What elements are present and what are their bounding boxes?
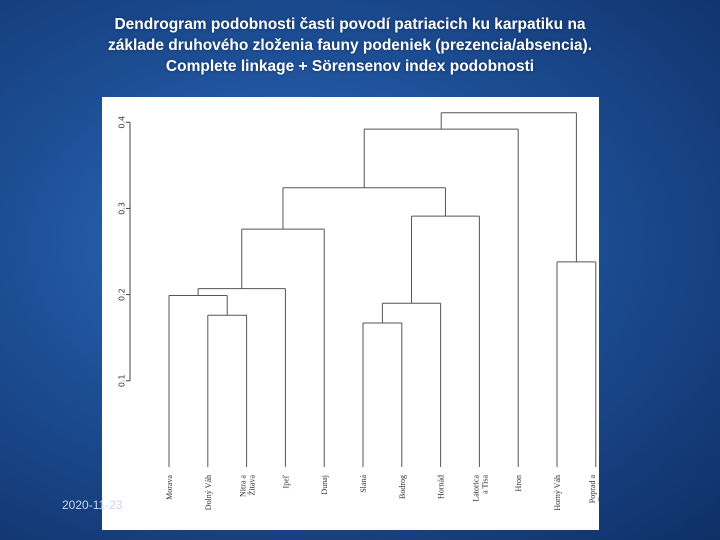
- leaf-label-0-line-0: Morava: [165, 475, 174, 500]
- y-tick-label-3: 0.4: [118, 116, 127, 129]
- dendrogram-chart: 0.1 0.2 0.3 0.4 Morava Dolný Váh Nitra aŽitava…: [102, 97, 599, 530]
- title-line-1: Dendrogram podobnosti časti povodí patri…: [114, 16, 586, 33]
- leaf-label-5-line-0: Slaná: [359, 475, 368, 493]
- leaf-label-11-line-1: Dunajec: [597, 475, 599, 502]
- title-line-3: Complete linkage + Sörensenov index podo…: [165, 58, 535, 75]
- leaf-label-2-line-1: Žitava: [247, 475, 257, 496]
- y-tick-label-2: 0.3: [118, 202, 127, 215]
- leaf-label-7-line-0: Hornád: [437, 475, 446, 499]
- leaf-label-3: Ipeľ: [281, 474, 290, 488]
- leaf-label-0: Morava: [165, 475, 174, 500]
- leaf-label-10: Horný Váh: [553, 475, 562, 511]
- leaf-label-11-line-0: Poprad a: [588, 475, 597, 504]
- leaf-label-2: Nitra aŽitava: [239, 475, 257, 497]
- leaf-label-6-line-0: Bodrog: [398, 475, 407, 499]
- y-tick-label-0: 0.1: [118, 374, 127, 387]
- leaf-label-2-line-0: Nitra a: [239, 475, 248, 497]
- y-tick-label-1: 0.2: [118, 288, 127, 301]
- leaf-label-11: Poprad aDunajec: [588, 475, 599, 504]
- leaf-label-3-line-0: Ipeľ: [281, 474, 290, 488]
- leaf-label-9: Hron: [514, 475, 523, 491]
- leaf-label-9-line-0: Hron: [514, 475, 523, 491]
- leaf-label-7: Hornád: [437, 475, 446, 499]
- leaf-label-10-line-0: Horný Váh: [553, 475, 562, 511]
- leaf-label-8: Latoricaa Tisa: [471, 475, 489, 502]
- leaf-label-5: Slaná: [359, 475, 368, 493]
- leaf-label-4: Dunaj: [320, 475, 329, 495]
- leaf-label-4-line-0: Dunaj: [320, 475, 329, 495]
- leaf-label-6: Bodrog: [398, 475, 407, 499]
- leaf-label-1-line-0: Dolný Váh: [204, 475, 213, 510]
- leaf-label-8-line-0: Latorica: [471, 475, 480, 502]
- footer-date: 2020-11-23: [62, 498, 123, 512]
- title-line-2: základe druhového zloženia fauny podenie…: [107, 37, 593, 54]
- slide-title: Dendrogram podobnosti časti povodí patri…: [40, 14, 660, 77]
- leaf-label-8-line-1: a Tisa: [480, 475, 489, 494]
- leaf-label-1: Dolný Váh: [204, 475, 213, 510]
- dendrogram-svg: 0.1 0.2 0.3 0.4 Morava Dolný Váh Nitra aŽitava…: [118, 112, 599, 511]
